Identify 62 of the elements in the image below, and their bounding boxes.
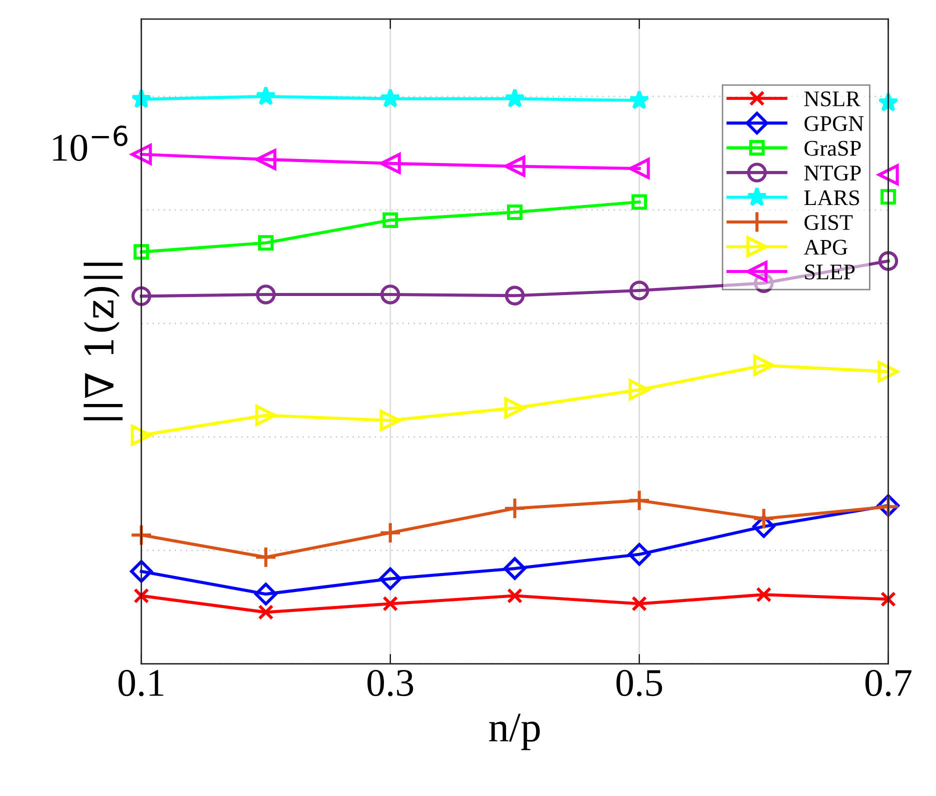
point [632,194,648,210]
point [504,497,526,520]
x-axis-title: n/p [489,714,540,750]
point [504,286,525,306]
point [254,546,278,568]
point [878,361,899,382]
point [628,489,651,512]
text: 10$^{−6}$ [53,126,128,161]
point [255,404,276,426]
legend-label: APG [804,240,848,255]
point [380,152,401,174]
point [878,164,899,186]
point [628,158,650,180]
point [380,410,401,432]
point [507,588,523,604]
legend-label: GIST [804,215,853,230]
point [507,204,523,220]
point [380,88,400,108]
point [382,596,398,612]
point [880,591,896,607]
point [878,251,898,271]
point [256,86,276,106]
point [255,148,276,170]
point [130,144,152,165]
legend-label: GPGN [804,116,864,132]
point [880,189,896,205]
point [629,280,650,300]
point [752,507,776,530]
point [504,88,525,108]
point [130,560,153,583]
point [628,543,651,566]
legend-label: NTGP [804,166,861,181]
point [504,397,526,419]
legend-label: LARS [804,190,860,206]
point [382,212,398,228]
point [753,354,774,376]
point [134,588,150,604]
x-tick-label: 0.3 [367,670,414,696]
point [632,596,648,612]
point [134,244,150,260]
y-axis-title: ||∇ 1(z)|| [84,262,123,420]
point [258,235,274,251]
legend-label: GraSP [804,140,861,156]
point [504,156,526,177]
point [628,379,650,400]
point [256,284,276,304]
point [380,284,400,304]
point [756,586,772,602]
x-tick-label: 0.5 [616,670,662,696]
legend-label: NSLR [804,91,860,106]
point [130,524,153,546]
x-tick-label: 0.1 [118,670,164,696]
point [254,582,278,606]
point [258,604,274,620]
point [130,424,152,446]
point [378,567,402,590]
x-tick-label: 0.7 [865,670,912,696]
legend-label: SLEP [805,264,855,280]
point [131,286,152,306]
point [503,557,526,580]
point [629,90,650,110]
point [379,522,402,544]
